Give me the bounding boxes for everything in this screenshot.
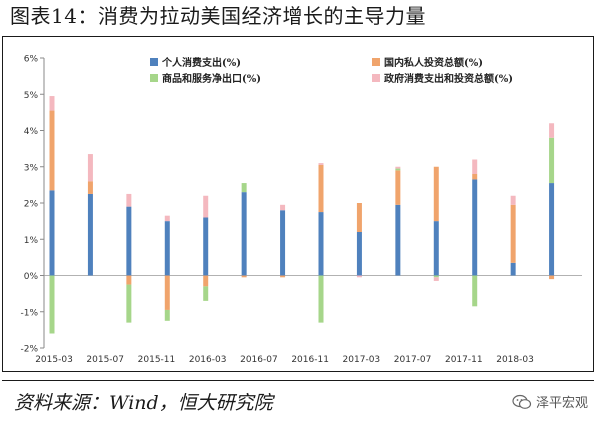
x-tick-label: 2016-03 — [189, 355, 227, 365]
bar-investment — [87, 181, 93, 194]
y-tick-label: 5% — [24, 91, 39, 101]
bar-investment — [164, 275, 170, 310]
legend-swatch-net_exports — [150, 74, 158, 82]
bar-net_exports — [472, 275, 478, 307]
legend-swatch-government — [372, 74, 380, 82]
bar-investment — [356, 203, 362, 232]
bar-investment — [280, 275, 286, 278]
bar-consumption — [203, 217, 209, 276]
bar-government — [549, 123, 555, 138]
bar-government — [49, 96, 55, 111]
y-tick-label: 6% — [24, 55, 39, 65]
y-tick-label: 1% — [24, 236, 39, 246]
bar-government — [87, 154, 93, 182]
bar-net_exports — [433, 275, 439, 278]
bar-consumption — [49, 190, 55, 276]
legend-swatch-consumption — [150, 58, 158, 66]
bar-government — [164, 215, 170, 222]
x-tick-label: 2018-03 — [496, 355, 534, 365]
bar-investment — [126, 275, 132, 285]
bar-net_exports — [241, 183, 247, 193]
y-tick-label: -1% — [20, 308, 38, 318]
bar-consumption — [433, 221, 439, 276]
bar-net_exports — [395, 168, 401, 171]
legend-label-investment: 国内私人投资总额(%) — [384, 56, 483, 69]
stacked-bar-chart: -2% -1% 0% 1% 2% 3% 4% 5% 6% 2015-03 2015-07 2015-1… — [20, 55, 582, 365]
bar-consumption — [241, 192, 247, 276]
bar-consumption — [510, 262, 516, 276]
x-tick-label: 2015-11 — [138, 355, 176, 365]
bar-net_exports — [318, 275, 324, 323]
bar-government — [318, 163, 324, 165]
bar-consumption — [87, 193, 93, 276]
x-tick-label: 2017-11 — [445, 355, 483, 365]
x-tick-label: 2015-03 — [35, 355, 73, 365]
bar-government — [280, 204, 286, 211]
y-tick-label: 2% — [24, 200, 39, 210]
legend-label-net_exports: 商品和服务净出口(%) — [162, 72, 261, 85]
y-tick-label: 0% — [24, 272, 39, 282]
bar-government — [395, 166, 401, 169]
bar-investment — [549, 275, 555, 280]
bar-net_exports — [49, 275, 55, 334]
bar-consumption — [472, 179, 478, 276]
legend-label-consumption: 个人消费支出(%) — [161, 56, 241, 69]
bar-net_exports — [203, 286, 209, 301]
bar-investment — [318, 164, 324, 213]
bar-net_exports — [164, 309, 170, 321]
bar-government — [510, 195, 516, 205]
footer-divider — [2, 380, 594, 381]
x-tick-label: 2016-11 — [291, 355, 329, 365]
bar-investment — [395, 170, 401, 205]
bar-government — [433, 277, 439, 281]
bar-consumption — [356, 232, 362, 276]
legend-swatch-investment — [372, 58, 380, 66]
bar-investment — [433, 166, 439, 222]
bar-net_exports — [126, 284, 132, 323]
legend-label-government: 政府消费支出和投资总额(%) — [384, 72, 513, 85]
bar-consumption — [164, 221, 170, 276]
bar-consumption — [280, 210, 286, 276]
bar-investment — [241, 275, 247, 278]
x-tick-label: 2017-03 — [343, 355, 381, 365]
bar-investment — [203, 275, 209, 287]
bar-investment — [510, 204, 516, 263]
source-note: 资料来源：Wind，恒大研究院 — [14, 392, 273, 414]
bar-government — [356, 275, 362, 278]
x-tick-label: 2015-07 — [86, 355, 124, 365]
watermark-text: 泽平宏观 — [535, 396, 588, 411]
bar-consumption — [318, 212, 324, 276]
chart-frame — [2, 36, 594, 372]
bar-government — [126, 193, 132, 207]
bar-government — [472, 159, 478, 174]
wechat-icon — [512, 394, 532, 409]
y-tick-label: -2% — [20, 345, 38, 355]
y-tick-label: 3% — [24, 163, 39, 173]
bar-consumption — [395, 204, 401, 276]
page-title: 图表14：消费为拉动美国经济增长的主导力量 — [10, 4, 426, 28]
bar-investment — [49, 110, 55, 191]
bar-government — [203, 195, 209, 218]
bar-consumption — [126, 206, 132, 276]
x-tick-label: 2016-07 — [240, 355, 278, 365]
bar-net_exports — [549, 137, 555, 184]
y-tick-label: 4% — [24, 127, 39, 137]
x-tick-label: 2017-07 — [394, 355, 432, 365]
watermark: 泽平宏观 — [512, 392, 588, 411]
bar-consumption — [549, 183, 555, 276]
bar-investment — [472, 174, 478, 180]
